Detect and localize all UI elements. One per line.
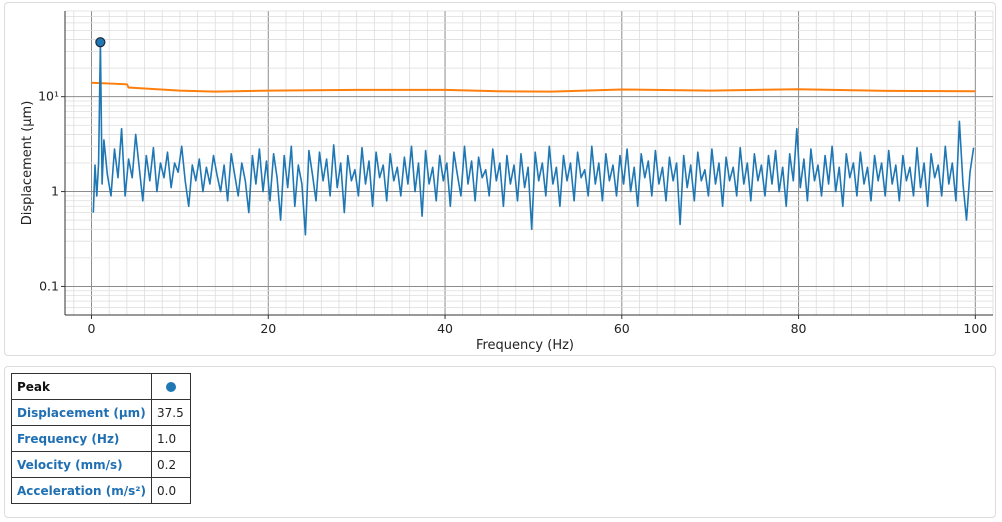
table-row: Acceleration (m/s²) 0.0 (11, 477, 191, 504)
peak-table-header-row: Peak (11, 373, 191, 400)
peak-marker (95, 37, 106, 48)
acceleration-label: Acceleration (m/s²) (11, 477, 152, 504)
signal-line (92, 41, 975, 236)
y-tick-label: 0.1 (39, 278, 59, 293)
frequency-label: Frequency (Hz) (11, 425, 152, 452)
x-tick-label: 60 (614, 321, 630, 336)
velocity-label: Velocity (mm/s) (11, 451, 152, 478)
grid-group (65, 10, 994, 316)
x-axis-title: Frequency (Hz) (476, 338, 574, 353)
displacement-spectrum-chart: 0 20 40 60 80 100 0.1 1 10¹ Frequency (Hz) Displ… (20, 10, 994, 353)
table-row: Frequency (Hz) 1.0 (11, 425, 191, 452)
x-tick-label: 20 (260, 321, 276, 336)
table-row: Displacement (µm) 37.5 (11, 399, 191, 426)
peak-header: Peak (11, 373, 152, 400)
displacement-value: 37.5 (151, 399, 191, 426)
y-axis-title: Displacement (µm) (20, 101, 35, 226)
chart-panel: 0 20 40 60 80 100 0.1 1 10¹ Frequency (Hz) Displ… (4, 2, 996, 356)
threshold-line (91, 81, 976, 93)
displacement-label: Displacement (µm) (11, 399, 152, 426)
peak-table: Peak Displacement (µm) 37.5 Frequency (H… (11, 373, 191, 504)
y-tick-label: 10¹ (38, 89, 59, 104)
x-tick-label: 0 (88, 321, 96, 336)
frequency-value: 1.0 (151, 425, 191, 452)
peak-marker-cell (151, 373, 191, 400)
tick-labels: 0 20 40 60 80 100 0.1 1 10¹ (38, 89, 987, 336)
signal-series (92, 37, 975, 236)
peak-table-panel: Peak Displacement (µm) 37.5 Frequency (H… (4, 366, 996, 518)
peak-marker-dot-icon (166, 382, 176, 392)
velocity-value: 0.2 (151, 451, 191, 478)
axis-group (64, 11, 993, 316)
x-tick-label: 100 (963, 321, 987, 336)
y-tick-label: 1 (51, 184, 59, 199)
x-tick-label: 40 (437, 321, 453, 336)
x-tick-label: 80 (791, 321, 807, 336)
threshold-series (91, 81, 976, 93)
table-row: Velocity (mm/s) 0.2 (11, 451, 191, 478)
acceleration-value: 0.0 (151, 477, 191, 504)
